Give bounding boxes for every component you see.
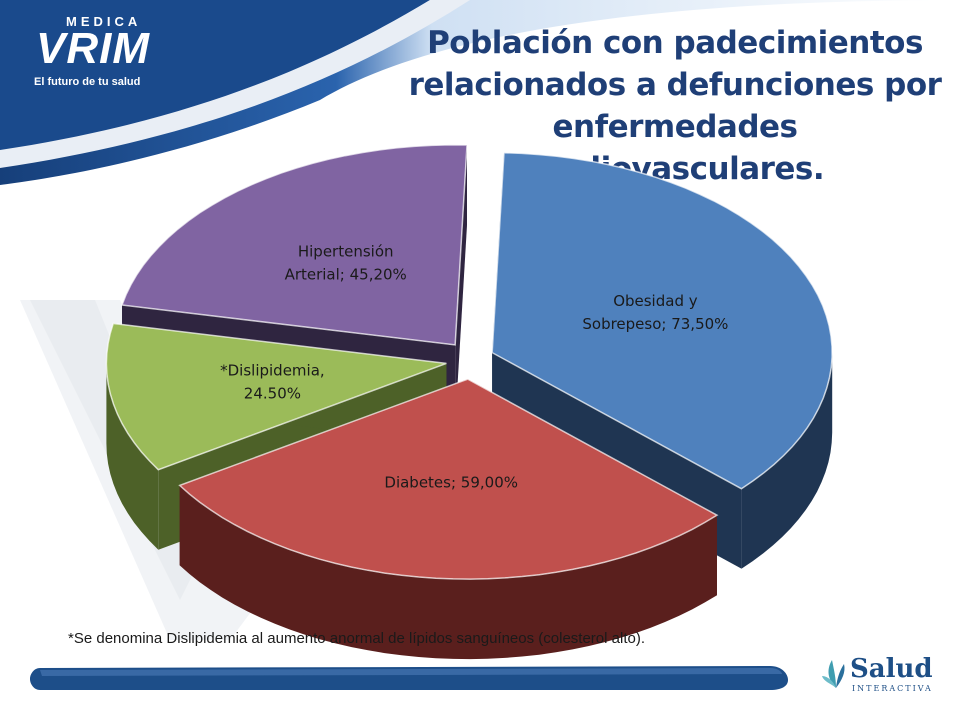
footer-bar bbox=[30, 666, 788, 690]
footnote: *Se denomina Dislipidemia al aumento ano… bbox=[68, 630, 645, 647]
slice-rim-dislipidemia-0 bbox=[106, 363, 159, 550]
title-line-2: relacionados a defunciones por bbox=[408, 67, 942, 103]
slice-top-diabetes bbox=[178, 378, 719, 580]
slice-layer bbox=[105, 144, 833, 660]
logo-medica-text: MEDICA bbox=[66, 14, 142, 29]
slice-diabetes bbox=[178, 378, 719, 660]
slice-label-dislipidemia-1: 24.50% bbox=[244, 385, 301, 403]
slice-top-dislipidemia bbox=[105, 322, 447, 471]
chart-title: Población con padecimientos relacionados… bbox=[400, 22, 950, 190]
title-line-1: Población con padecimientos bbox=[427, 25, 923, 61]
medica-vrim-logo: MEDICA VRIM El futuro de tu salud bbox=[22, 14, 172, 94]
salud-brand-text: Salud bbox=[850, 654, 933, 684]
slice-label-obesidad-y-sobrepeso-1: Sobrepeso; 73,50% bbox=[582, 315, 728, 333]
slice-top-obesidad-y-sobrepeso bbox=[491, 152, 833, 490]
slice-rim-obesidad-y-sobrepeso-0 bbox=[741, 352, 833, 569]
slice-top-hipertension-arterial bbox=[120, 144, 468, 346]
slice-label-dislipidemia-0: *Dislipidemia, bbox=[220, 362, 325, 380]
slice-label-obesidad-y-sobrepeso-0: Obesidad y bbox=[613, 292, 698, 310]
slice-label-hipertension-arterial-1: Arterial; 45,20% bbox=[285, 266, 407, 284]
slice-label-diabetes-0: Diabetes; 59,00% bbox=[384, 474, 518, 492]
logo-vrim-text: VRIM bbox=[36, 24, 150, 73]
label-layer: Hipertensión Arterial; 45,20% Obesidad y So… bbox=[220, 243, 728, 492]
logo-tagline: El futuro de tu salud bbox=[34, 76, 141, 88]
header-band bbox=[0, 0, 960, 185]
salud-brand-subtext: INTERACTIVA bbox=[852, 684, 933, 693]
leaf-icon bbox=[822, 660, 845, 688]
slice-wall-hipertension-arterial-1 bbox=[455, 145, 468, 425]
slice-label-hipertension-arterial-0: Hipertensión bbox=[298, 243, 394, 261]
slice-rim-diabetes-0 bbox=[179, 485, 717, 660]
salud-interactiva-logo: Salud INTERACTIVA bbox=[822, 654, 952, 694]
